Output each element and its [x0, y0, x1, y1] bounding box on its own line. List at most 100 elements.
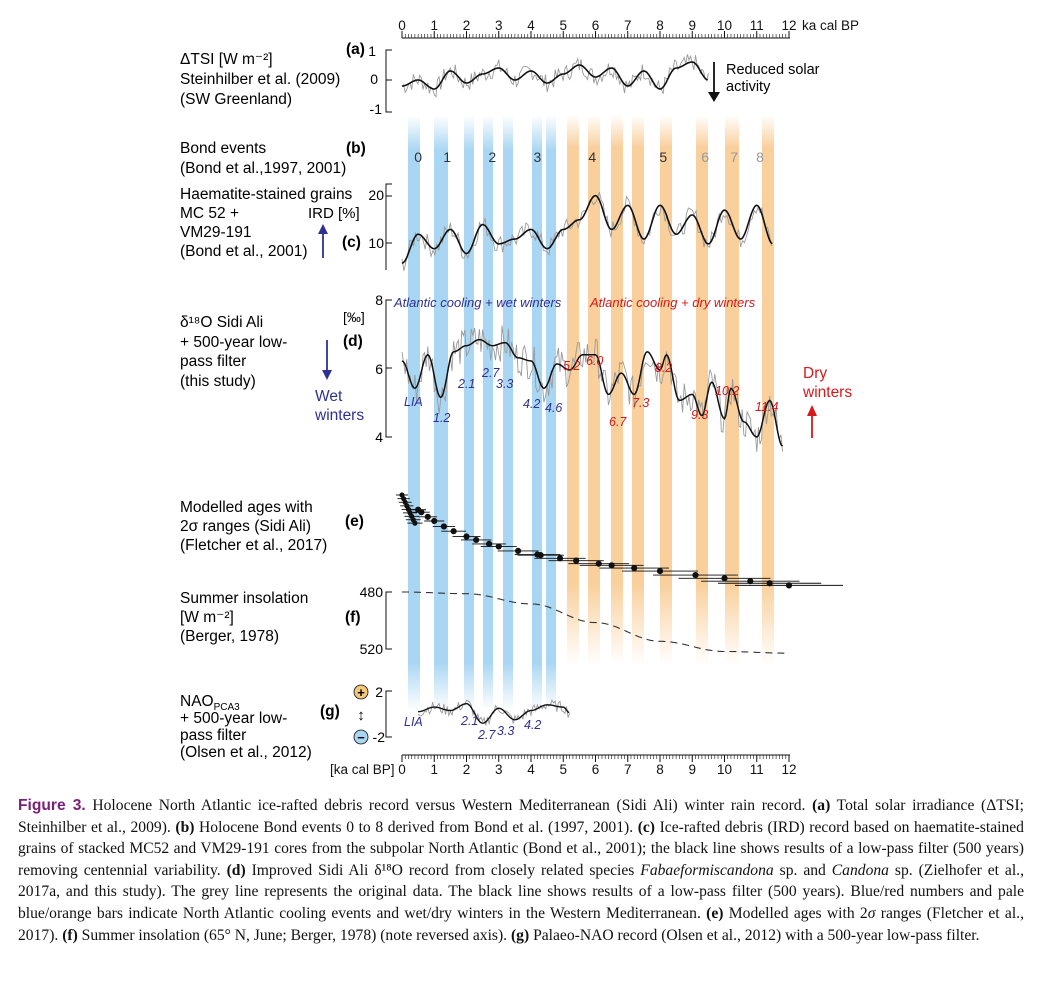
wet-winters-label: Wet	[315, 388, 343, 405]
panel-g-label-line: NAOPCA3	[180, 693, 240, 713]
age-point	[556, 555, 564, 562]
axis-tick-label: 8	[656, 18, 664, 33]
wet-event-bar	[503, 115, 513, 710]
nao-event-label: 2.1	[460, 714, 478, 728]
bond-event-label: 5	[659, 149, 667, 165]
nao-raw-line	[417, 699, 571, 726]
dry-event-label: 10.2	[715, 384, 739, 398]
panel-f: Summer insolation [W m⁻²] (Berger, 1978)…	[180, 584, 789, 657]
age-point	[418, 509, 425, 516]
nao-subscript: PCA3	[214, 702, 241, 713]
age-point	[595, 560, 602, 567]
top-axis-unit: ka cal BP	[802, 18, 859, 33]
axis-tick-label: 10	[717, 18, 732, 33]
dry-winters-label: Dry	[803, 365, 827, 382]
bond-event-label: 4	[588, 149, 596, 165]
ird-raw-line	[401, 191, 773, 271]
age-point	[485, 540, 493, 547]
panel-a-tick: -1	[370, 101, 383, 117]
wet-event-label: LIA	[404, 395, 423, 409]
panel-a: ΔTSI [W m⁻²] Steinhilber et al. (2009) (…	[180, 41, 820, 117]
axis-tick-label: 5	[559, 18, 567, 33]
wet-event-label: 1.2	[433, 411, 450, 425]
d18o-raw-line	[401, 325, 784, 452]
panel-g-label-line: (Olsen et al., 2012)	[180, 744, 312, 761]
panel-a-letter: (a)	[346, 41, 365, 58]
axis-tick-label: 12	[781, 18, 796, 33]
axis-tick-label: 9	[688, 762, 696, 777]
panel-c-label-line: MC 52 +	[180, 205, 239, 222]
panel-c-label-line: Haematite-stained grains	[180, 186, 353, 203]
wet-event-label: 3.3	[496, 377, 513, 391]
panel-f-letter: (f)	[345, 609, 361, 626]
axis-tick-label: 4	[527, 762, 535, 777]
svg-text:−: −	[357, 730, 365, 745]
nao-event-label: LIA	[404, 715, 423, 729]
panel-g-tick: 2	[375, 684, 383, 700]
age-point	[747, 578, 754, 585]
age-point	[463, 533, 470, 540]
panel-a-label-line: Steinhilber et al. (2009)	[180, 71, 340, 88]
age-point	[631, 564, 638, 572]
panel-d-tick: 8	[375, 292, 383, 308]
panel-d-label-line: δ¹⁸O Sidi Ali	[180, 314, 263, 331]
nao-event-label: 3.3	[497, 724, 514, 738]
panel-c-label-line: VM29-191	[180, 224, 252, 241]
panel-g-label-line: pass filter	[180, 727, 246, 744]
dry-event-bar	[567, 115, 579, 665]
panel-c-tick: 10	[368, 235, 384, 251]
age-point	[515, 547, 522, 554]
nao-filtered-line	[418, 703, 570, 724]
axis-tick-label: 3	[495, 18, 503, 33]
age-point	[450, 528, 457, 535]
figure: 0 1 2 3 4 5 6 7 8 9 10 11 12 ka cal BP 0 1 2 3 4 5 6 7 8 9 10 1…	[180, 18, 859, 777]
age-point	[573, 557, 580, 564]
axis-tick-label: 7	[624, 18, 632, 33]
dry-event-bar	[632, 115, 644, 665]
wet-event-bar	[464, 115, 474, 710]
wet-event-label: 2.1	[457, 377, 475, 391]
tsi-raw-line	[401, 54, 709, 98]
nao-event-label: 2.7	[477, 728, 496, 742]
dry-phase-label: Atlantic cooling + dry winters	[589, 295, 756, 310]
nao-event-label: 4.2	[524, 718, 541, 732]
wet-event-bar	[408, 115, 420, 710]
axis-tick-label: 12	[781, 762, 796, 777]
age-point	[431, 517, 438, 525]
reduced-solar-label: activity	[726, 79, 771, 95]
dry-event-label: 9.3	[691, 408, 708, 422]
d18o-filtered-line	[401, 338, 784, 447]
panel-f-label-line: (Berger, 1978)	[180, 628, 279, 645]
caption-lead: Figure 3.	[18, 797, 86, 814]
axis-tick-label: 9	[688, 18, 696, 33]
panel-d-tick: 4	[375, 429, 383, 445]
dry-event-label: 6.7	[609, 415, 627, 429]
wet-event-bar	[483, 115, 493, 710]
svg-text:+: +	[357, 685, 365, 700]
age-point	[692, 571, 699, 579]
panel-e: Modelled ages with 2σ ranges (Sidi Ali) …	[180, 492, 843, 589]
panel-c-tick: 20	[368, 187, 384, 203]
bottom-axis: 0 1 2 3 4 5 6 7 8 9 10 11 12 [ka cal BP]	[330, 754, 797, 777]
panel-b: Bond events (Bond et al.,1997, 2001) (b)…	[180, 140, 764, 177]
panel-g: NAOPCA3 + 500-year low- pass filter (Ols…	[180, 684, 571, 761]
panel-e-label-line: Modelled ages with	[180, 499, 313, 516]
axis-tick-label: 7	[624, 762, 632, 777]
panel-e-letter: (e)	[345, 513, 364, 530]
panel-b-label-line: (Bond et al.,1997, 2001)	[180, 160, 346, 177]
panel-d-letter: (d)	[343, 333, 363, 350]
age-point	[537, 552, 544, 559]
wet-event-bar	[546, 115, 556, 710]
bond-event-label: 0	[414, 149, 422, 165]
top-axis: 0 1 2 3 4 5 6 7 8 9 10 11 12 ka cal BP	[398, 18, 859, 39]
age-point	[721, 575, 728, 582]
ird-filtered-line	[401, 194, 773, 264]
axis-tick-label: 3	[495, 762, 503, 777]
panel-d-unit: [‰]	[343, 309, 365, 325]
age-point	[473, 536, 480, 544]
panel-g-tick: -2	[373, 729, 386, 745]
bond-event-label: 2	[488, 149, 496, 165]
panel-b-letter: (b)	[346, 140, 366, 157]
age-point	[766, 580, 773, 587]
axis-tick-label: 5	[559, 762, 567, 777]
